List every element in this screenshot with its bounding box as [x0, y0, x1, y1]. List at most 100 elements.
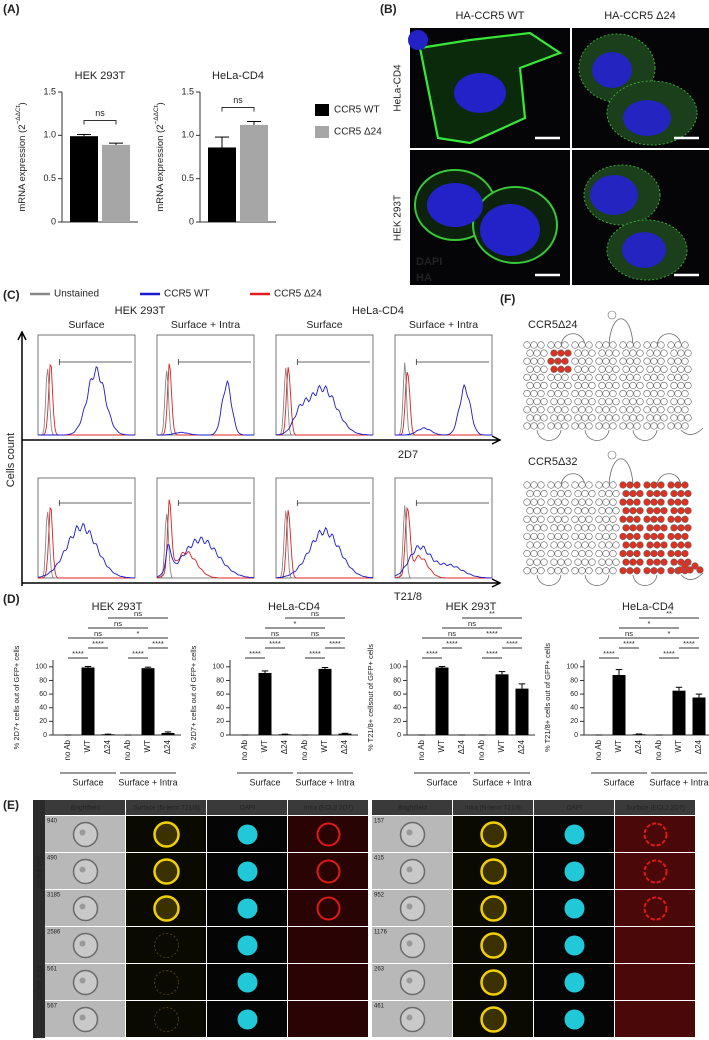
y-tick-label: 80	[216, 677, 224, 684]
residue	[676, 566, 684, 574]
residue	[585, 515, 593, 523]
residue	[670, 541, 678, 549]
residue	[670, 489, 678, 498]
column-header-bg	[207, 800, 287, 815]
cell	[399, 858, 426, 885]
residue	[581, 524, 589, 532]
residue	[526, 541, 534, 549]
residue	[674, 532, 682, 541]
y-axis-label-part: mRNA expression (2	[17, 125, 28, 212]
nucleus	[590, 175, 638, 215]
red-channel-image	[615, 964, 695, 1000]
residue	[540, 349, 548, 357]
residue	[650, 549, 658, 558]
bar	[495, 674, 509, 735]
histogram-trace	[275, 526, 374, 579]
x-tick-label: no Ab	[594, 739, 603, 760]
significance-label: *	[294, 619, 297, 628]
significance-label: ****	[506, 639, 518, 648]
nucleus	[564, 1009, 585, 1030]
cell-detail	[79, 829, 86, 836]
y-axis-label-part: )	[17, 102, 28, 105]
stain-label: HA	[416, 272, 432, 284]
residue	[526, 349, 534, 357]
group-label: CCR5 Δ24	[37, 966, 44, 1000]
group-label: Surface	[426, 777, 457, 787]
significance-label: ****	[249, 649, 261, 658]
residue	[607, 450, 617, 460]
histogram-trace	[276, 510, 373, 579]
residue	[677, 489, 685, 498]
residue	[681, 373, 689, 381]
residue	[629, 507, 637, 515]
residue	[595, 498, 603, 506]
y-tick-label: 60	[393, 691, 401, 698]
cell-stain	[153, 821, 180, 848]
residue	[554, 498, 562, 506]
column-header: HA-CCR5 WT	[455, 10, 524, 22]
residue	[629, 381, 637, 390]
bar	[208, 147, 236, 222]
residue	[585, 567, 593, 575]
residue	[561, 515, 569, 523]
residue	[650, 515, 658, 523]
residue	[657, 515, 665, 523]
residue	[612, 365, 620, 373]
residue	[581, 489, 589, 498]
histogram-trace	[276, 367, 373, 436]
residue	[674, 422, 682, 430]
residue	[554, 567, 562, 575]
residue	[650, 373, 658, 381]
cell-detail	[406, 866, 413, 873]
event-id: 263	[374, 967, 385, 973]
y-tick-label: 20	[393, 718, 401, 725]
residue	[660, 558, 668, 566]
residue	[653, 507, 661, 515]
residue	[684, 489, 692, 498]
residue	[581, 349, 589, 357]
residue	[540, 414, 548, 422]
residue	[681, 357, 689, 365]
y-axis-label: mRNA expression (2−ΔΔCt)	[153, 102, 165, 211]
column-header: Surface (N-term T21/8)	[133, 805, 200, 812]
residue	[550, 558, 558, 566]
residue	[602, 341, 610, 349]
chart-title: HEK 293T	[75, 70, 126, 82]
loop	[632, 574, 658, 586]
residue	[523, 498, 531, 506]
residue	[607, 310, 617, 320]
histogram-trace	[157, 379, 254, 436]
gate	[177, 359, 251, 365]
column-header-bg	[534, 800, 614, 815]
residue	[626, 567, 634, 575]
cell-stain	[153, 858, 180, 885]
bar	[101, 734, 115, 735]
residue	[585, 357, 593, 365]
red-channel-image	[288, 853, 368, 889]
bar	[692, 697, 706, 735]
residue	[554, 532, 562, 541]
residue	[646, 507, 654, 515]
residue	[605, 558, 613, 566]
event-id: 1176	[374, 930, 388, 936]
residue	[696, 566, 704, 574]
residue	[646, 381, 654, 390]
cell-detail	[79, 940, 86, 947]
row-header: HEK 293T	[393, 195, 404, 241]
nucleus	[564, 972, 585, 993]
event-id: 2586	[47, 930, 61, 936]
residue	[526, 414, 534, 422]
residue	[547, 549, 555, 558]
residue	[550, 507, 558, 515]
residue	[564, 349, 572, 357]
residue	[547, 481, 555, 489]
residue	[667, 341, 675, 349]
residue	[557, 381, 565, 390]
residue	[533, 558, 541, 566]
residue	[626, 373, 634, 381]
bar	[258, 672, 272, 735]
residue	[643, 422, 651, 430]
y-tick-label: 40	[216, 705, 224, 712]
residue	[581, 365, 589, 373]
residue	[523, 515, 531, 523]
